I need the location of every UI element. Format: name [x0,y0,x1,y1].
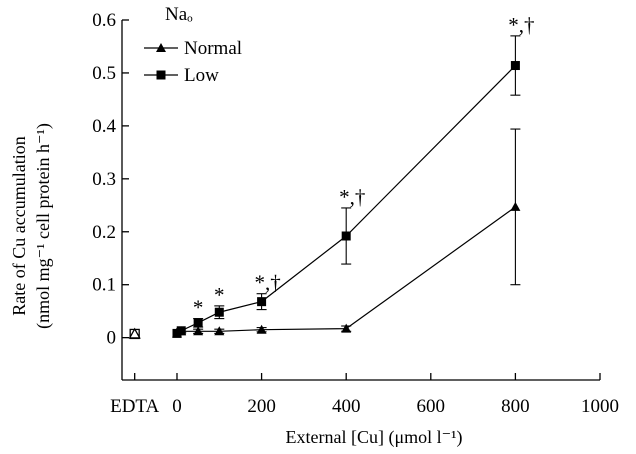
significance-marker-4: *,† [508,13,534,37]
series-low [172,35,521,338]
x-tick-label-6: 1000 [581,396,619,417]
significance-marker-2: *,† [254,271,280,295]
legend-label-normal: Normal [184,38,242,59]
y-tick-label-4: 0.4 [92,116,116,137]
x-axis-title: External [Cu] (μmol l⁻¹) [285,427,462,448]
legend-title: Naₒ [165,4,193,25]
legend: Naₒ Normal Low [144,4,242,86]
y-tick-label-0: 0 [107,328,117,349]
data-point-normal-4 [256,324,267,334]
x-tick-label-2: 200 [247,396,276,417]
x-tick-label-1: 0 [172,396,182,417]
data-point-normal-3 [214,326,225,336]
y-axis-title-line1: Rate of Cu accumulation [9,136,29,315]
y-axis-title-line2: (nmol mg⁻¹ cell protein h⁻¹) [33,123,54,329]
edta-point-normal [128,327,141,339]
annotations: * * *,† *,† *,† [193,13,535,320]
data-point-low-2 [193,318,203,328]
significance-marker-0: * [193,296,204,320]
significance-marker-3: *,† [339,185,365,209]
y-tick-label-6: 0.6 [92,10,116,31]
data-point-low-6 [510,61,520,71]
y-tick-label-5: 0.5 [92,63,116,84]
x-tick-label-4: 600 [417,396,446,417]
edta-point-low [129,328,140,340]
tick-marks: 0 0.1 0.2 0.3 0.4 0.5 0.6 EDTA 0 200 400 600 800 1000 [92,10,619,417]
data-point-normal-2 [193,326,204,336]
legend-marker-low [156,70,166,80]
legend-label-low: Low [184,65,219,86]
y-tick-label-3: 0.3 [92,169,116,190]
legend-marker-normal [156,43,166,52]
significance-marker-1: * [214,283,225,307]
data-point-normal-6 [510,201,521,211]
data-point-low-5 [341,231,351,241]
data-point-normal-5 [341,323,352,333]
x-tick-label-5: 800 [501,396,530,417]
data-point-low-1 [176,326,186,336]
x-tick-label-3: 400 [332,396,361,417]
edta-points [128,327,141,340]
y-tick-label-2: 0.2 [92,222,116,243]
axes [121,20,600,381]
data-point-low-3 [214,307,224,317]
data-point-low-4 [257,297,267,307]
x-tick-label-0: EDTA [110,396,159,417]
series-layer [128,35,521,340]
y-tick-label-1: 0.1 [92,275,116,296]
